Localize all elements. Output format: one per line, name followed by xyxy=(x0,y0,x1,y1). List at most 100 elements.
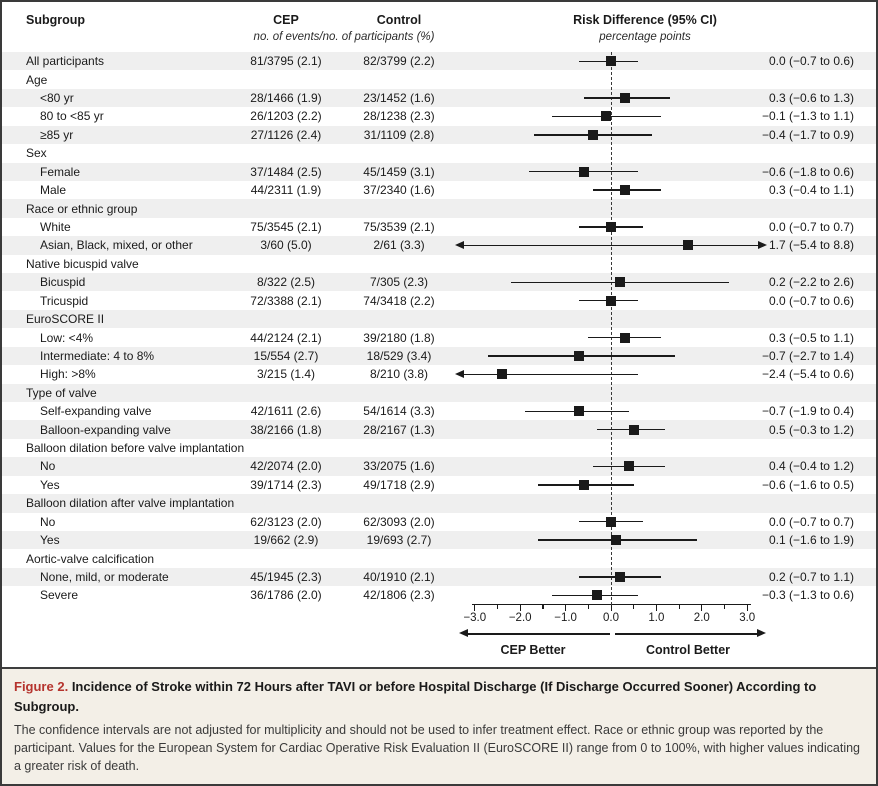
control-value: 28/1238 (2.3) xyxy=(363,109,435,124)
point-estimate-marker xyxy=(606,516,616,527)
ci-clipped-arrow-icon xyxy=(455,240,465,249)
point-estimate-marker xyxy=(619,332,630,343)
axis-tick xyxy=(724,605,726,609)
ci-clipped-arrow-icon xyxy=(455,369,465,378)
forest-row-group-header: Sex xyxy=(2,144,876,162)
axis-tick-label: 1.0 xyxy=(648,612,665,624)
control-value: 42/1806 (2.3) xyxy=(363,588,435,603)
risk-difference-value: −0.3 (−1.3 to 0.6) xyxy=(761,588,854,603)
point-estimate-marker xyxy=(574,350,585,361)
point-estimate-marker xyxy=(592,590,603,601)
row-label: No xyxy=(40,514,56,529)
point-estimate-marker xyxy=(683,240,694,251)
forest-row: High: >8% 3/215 (1.4) 8/210 (3.8) −2.4 (−5.… xyxy=(2,365,876,383)
row-label: Tricuspid xyxy=(40,293,89,308)
forest-row-group-header: Race or ethnic group xyxy=(2,199,876,218)
control-better-label: Control Better xyxy=(645,643,731,657)
forest-row-group-header: Type of valve xyxy=(2,383,876,403)
risk-difference-value: 0.2 (−0.7 to 1.1) xyxy=(768,570,854,585)
point-estimate-marker xyxy=(615,572,626,583)
axis-tick xyxy=(633,605,635,609)
risk-difference-value: −0.4 (−1.7 to 0.9) xyxy=(761,127,854,142)
forest-row: No 42/2074 (2.0) 33/2075 (1.6) 0.4 (−0.4 to… xyxy=(2,457,876,476)
forest-row: Intermediate: 4 to 8% 15/554 (2.7) 18/529 … xyxy=(2,346,876,366)
risk-difference-value: −0.6 (−1.8 to 0.6) xyxy=(761,164,854,179)
cep-value: 19/662 (2.9) xyxy=(253,533,319,548)
axis-tick xyxy=(519,605,521,611)
forest-row: Tricuspid 72/3388 (2.1) 74/3418 (2.2) 0.0 (… xyxy=(2,291,876,309)
caption-body: The confidence intervals are not adjuste… xyxy=(14,723,861,774)
forest-row-group-header: Native bicuspid valve xyxy=(2,255,876,273)
control-value: 19/693 (2.7) xyxy=(366,533,432,548)
row-label: Balloon-expanding valve xyxy=(40,422,171,437)
forest-row: Balloon-expanding valve 38/2166 (1.8) 28/2… xyxy=(2,420,876,439)
control-value: 37/2340 (1.6) xyxy=(363,183,435,198)
control-value: 33/2075 (1.6) xyxy=(363,459,435,474)
control-value: 82/3799 (2.2) xyxy=(363,54,435,69)
risk-difference-value: 0.0 (−0.7 to 0.7) xyxy=(768,514,854,529)
cep-value: 42/1611 (2.6) xyxy=(250,404,322,419)
column-header-subgroup: Subgroup xyxy=(26,13,86,27)
axis-tick-label: 2.0 xyxy=(693,612,710,624)
control-value: 75/3539 (2.1) xyxy=(363,220,435,234)
risk-difference-value: 0.2 (−2.2 to 2.6) xyxy=(768,275,854,290)
cep-value: 26/1203 (2.2) xyxy=(250,109,322,124)
row-label: White xyxy=(40,220,71,234)
row-label: Intermediate: 4 to 8% xyxy=(40,348,155,363)
row-label: Yes xyxy=(40,533,60,548)
column-header-risk-difference: Risk Difference (95% CI) xyxy=(573,13,717,27)
row-label: Sex xyxy=(26,146,47,161)
axis-tick xyxy=(565,605,567,611)
axis-tick-label: −1.0 xyxy=(554,612,577,624)
cep-value: 45/1945 (2.3) xyxy=(250,570,322,585)
cep-value: 27/1126 (2.4) xyxy=(250,127,322,142)
risk-difference-value: 0.0 (−0.7 to 0.7) xyxy=(768,220,854,234)
cep-value: 62/3123 (2.0) xyxy=(250,514,322,529)
point-estimate-marker xyxy=(619,185,630,196)
control-value: 74/3418 (2.2) xyxy=(363,293,435,308)
forest-row: Self-expanding valve 42/1611 (2.6) 54/1614… xyxy=(2,402,876,420)
control-value: 62/3093 (2.0) xyxy=(363,514,435,529)
column-header-cep: CEP xyxy=(273,13,299,27)
forest-row: Severe 36/1786 (2.0) 42/1806 (2.3) −0.3 (−1… xyxy=(2,586,876,604)
forest-row: No 62/3123 (2.0) 62/3093 (2.0) 0.0 (−0.7 to… xyxy=(2,513,876,531)
axis-tick xyxy=(474,605,476,611)
row-label: ≥85 yr xyxy=(40,127,74,142)
point-estimate-marker xyxy=(610,535,621,546)
risk-difference-value: −2.4 (−5.4 to 0.6) xyxy=(761,367,854,382)
axis-tick xyxy=(542,605,544,609)
column-subheader-percentage-points: percentage points xyxy=(599,31,691,43)
row-label: Bicuspid xyxy=(40,275,86,290)
point-estimate-marker xyxy=(578,166,589,177)
axis-tick xyxy=(610,605,612,611)
cep-value: 42/2074 (2.0) xyxy=(250,459,322,474)
forest-row-group-header: EuroSCORE II xyxy=(2,309,876,329)
forest-row: <80 yr 28/1466 (1.9) 23/1452 (1.6) 0.3 (−0.… xyxy=(2,88,876,108)
control-value: 18/529 (3.4) xyxy=(366,348,432,363)
arrow-right-icon xyxy=(757,629,766,638)
row-label: Low: <4% xyxy=(40,330,94,345)
cep-value: 3/60 (5.0) xyxy=(260,238,312,253)
forest-rows: All participants 81/3795 (2.1) 82/3799 (2.… xyxy=(2,52,876,605)
control-value: 54/1614 (3.3) xyxy=(363,404,435,419)
forest-row-group-header: Aortic-valve calcification xyxy=(2,549,876,567)
control-value: 28/2167 (1.3) xyxy=(363,422,435,437)
risk-difference-value: 0.3 (−0.4 to 1.1) xyxy=(768,183,854,198)
control-value: 39/2180 (1.8) xyxy=(363,330,435,345)
zero-reference-line xyxy=(611,52,612,605)
cep-value: 28/1466 (1.9) xyxy=(250,91,322,106)
row-label: Balloon dilation before valve implantati… xyxy=(26,441,245,456)
row-label: 80 to <85 yr xyxy=(40,109,104,124)
forest-row: None, mild, or moderate 45/1945 (2.3) 40/1… xyxy=(2,567,876,587)
row-label: Age xyxy=(26,72,48,87)
point-estimate-marker xyxy=(606,295,616,306)
row-label: High: >8% xyxy=(40,367,96,382)
cep-value: 37/1484 (2.5) xyxy=(250,164,322,179)
point-estimate-marker xyxy=(606,222,616,232)
risk-difference-value: 0.5 (−0.3 to 1.2) xyxy=(768,422,854,437)
risk-difference-value: 0.3 (−0.5 to 1.1) xyxy=(768,330,854,345)
row-label: Self-expanding valve xyxy=(40,404,152,419)
forest-row: Bicuspid 8/322 (2.5) 7/305 (2.3) 0.2 (−2.2 … xyxy=(2,273,876,292)
forest-row: 80 to <85 yr 26/1203 (2.2) 28/1238 (2.3) −0… xyxy=(2,107,876,125)
